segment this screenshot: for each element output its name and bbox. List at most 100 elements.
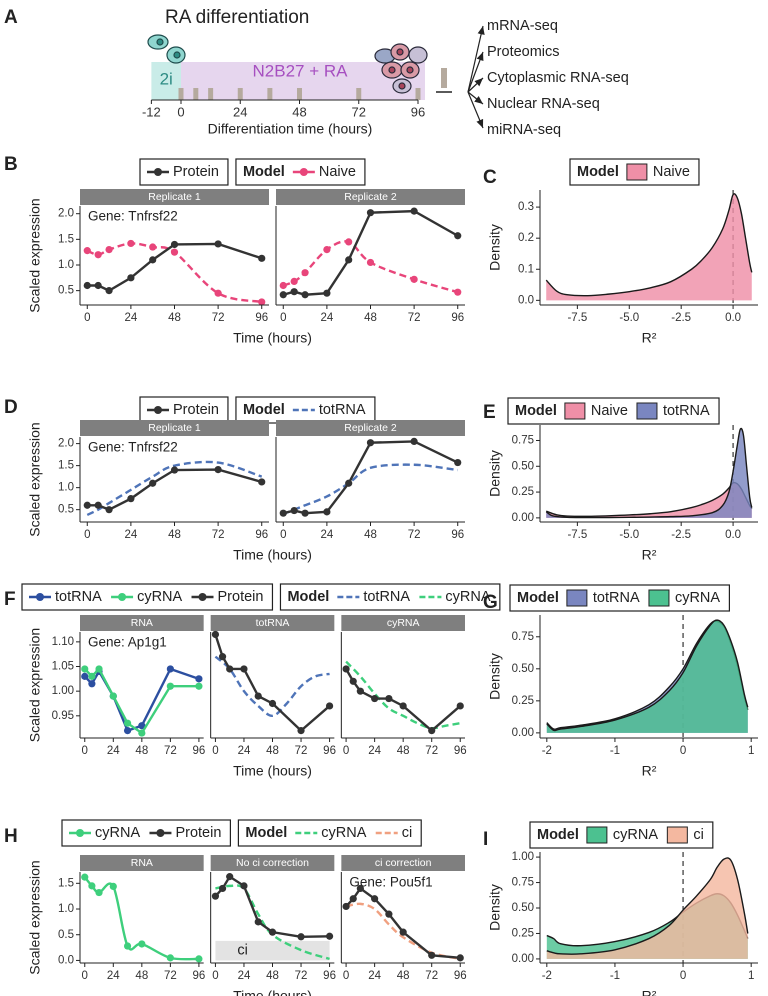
data-point xyxy=(325,702,334,710)
panel-letter: F xyxy=(4,589,16,610)
y-tick-label: 0.50 xyxy=(512,902,534,914)
data-point xyxy=(349,895,357,903)
legend-label: Naive xyxy=(591,403,628,419)
legend-title: Model xyxy=(287,589,329,605)
data-point xyxy=(366,439,375,447)
data-point xyxy=(166,665,174,673)
legend-box xyxy=(21,583,274,611)
y-tick-label: 0.3 xyxy=(518,201,534,213)
strip-label: Replicate 1 xyxy=(148,422,201,434)
strip xyxy=(276,189,465,205)
x-tick-label: 96 xyxy=(255,529,268,541)
y-tick-label: 0.0 xyxy=(58,954,74,966)
tick-label: -12 xyxy=(142,104,161,119)
x-tick-label: 72 xyxy=(212,529,225,541)
ci-label: ci xyxy=(237,942,247,958)
data-point xyxy=(254,918,262,926)
data-point xyxy=(268,699,277,708)
data-point xyxy=(94,251,102,259)
series-line xyxy=(86,460,263,517)
legend-key xyxy=(154,168,162,176)
x-tick-label: 72 xyxy=(408,312,421,324)
x-tick-label: 0.0 xyxy=(725,312,741,324)
panel-letter: H xyxy=(4,826,18,847)
legend-label: cyRNA xyxy=(95,825,140,841)
x-tick-label: 96 xyxy=(323,970,336,982)
data-point xyxy=(454,288,462,296)
x-tick-label: 96 xyxy=(454,970,467,982)
panel-a: A RA differentiation 2i N2B27 + RA -12 0 24 4… xyxy=(4,7,629,138)
sample-bar xyxy=(297,88,302,100)
axis-label: Scaled expression xyxy=(27,422,43,536)
data-point xyxy=(95,888,103,897)
data-point xyxy=(325,932,334,940)
density-area xyxy=(546,857,748,959)
phase-label: N2B27 + RA xyxy=(253,61,349,80)
x-tick-label: 96 xyxy=(193,970,206,982)
data-point xyxy=(290,277,298,286)
axis-label: Time (hours) xyxy=(233,547,312,563)
data-point xyxy=(371,694,379,703)
data-point xyxy=(410,437,418,446)
y-tick-label: 1.00 xyxy=(52,685,74,697)
data-point xyxy=(105,287,113,295)
data-point xyxy=(258,478,266,486)
legend-title: Model xyxy=(243,164,285,180)
legend-key xyxy=(626,163,648,181)
data-point xyxy=(345,238,353,246)
axis-label: Time (hours) xyxy=(233,330,312,346)
x-tick-label: -1 xyxy=(610,970,620,982)
y-tick-label: 2.0 xyxy=(58,438,74,450)
panel-letter: A xyxy=(4,7,18,28)
data-point xyxy=(323,508,331,516)
data-point xyxy=(88,672,96,680)
data-point xyxy=(149,479,157,487)
legend-label: Naive xyxy=(653,164,690,180)
panel-b: B Protein Model Naive Time (hours) Scaled exp… xyxy=(4,154,465,346)
y-tick-label: 1.00 xyxy=(512,851,534,863)
data-point xyxy=(410,207,418,215)
legend-key xyxy=(76,829,84,837)
data-point xyxy=(81,665,89,673)
panel-c: C Model Naive R² Density -7.5 -5.0 -2.5 0.0 0.0 0.… xyxy=(483,158,758,346)
strip-label: RNA xyxy=(131,857,153,869)
strip xyxy=(80,189,269,205)
data-point xyxy=(109,882,117,890)
x-tick-label: 48 xyxy=(168,529,181,541)
phase-2i xyxy=(151,62,181,100)
y-tick-label: 0.0 xyxy=(518,294,534,306)
data-point xyxy=(109,692,117,700)
cells-icon xyxy=(374,43,428,94)
data-point xyxy=(214,240,222,248)
y-tick-label: 1.5 xyxy=(58,877,74,889)
x-tick-label: 96 xyxy=(451,312,464,324)
density-line xyxy=(546,857,749,955)
data-point xyxy=(170,240,179,249)
legend-label: Naive xyxy=(319,164,356,180)
legend-key xyxy=(299,168,308,176)
strip xyxy=(341,615,465,631)
data-point xyxy=(279,291,287,299)
x-tick-label: -5.0 xyxy=(619,312,639,324)
density-line xyxy=(545,427,753,519)
data-point xyxy=(95,665,103,673)
y-tick-label: 0.75 xyxy=(512,435,534,447)
legend-title: Model xyxy=(537,827,579,843)
y-tick-label: 1.0 xyxy=(58,482,74,494)
data-point xyxy=(454,232,462,240)
data-point xyxy=(214,465,222,474)
data-point xyxy=(226,665,234,673)
legend-box xyxy=(237,819,422,847)
data-point xyxy=(149,243,157,251)
tick-label: 0 xyxy=(177,104,184,119)
density-area xyxy=(546,428,752,518)
legend-title: Model xyxy=(245,825,287,841)
x-tick-label: 0 xyxy=(680,970,686,982)
x-tick-label: 96 xyxy=(454,745,467,757)
tick-label: 24 xyxy=(233,104,247,119)
data-point xyxy=(290,506,298,515)
x-tick-label: 48 xyxy=(266,745,279,757)
x-tick-label: 72 xyxy=(295,745,308,757)
